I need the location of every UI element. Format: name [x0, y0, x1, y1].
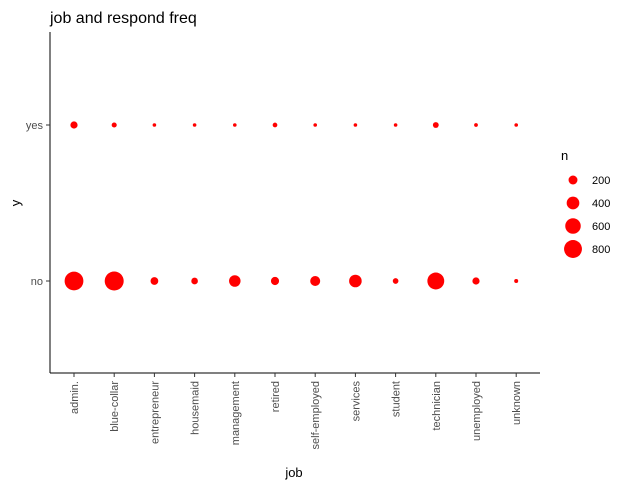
legend-key-600 [565, 218, 581, 234]
legend-key-800 [564, 240, 582, 258]
legend-key-400 [566, 196, 580, 210]
x-tick-label-unemployed: unemployed [471, 381, 483, 441]
bubble-yes-management [233, 123, 237, 127]
bubble-no-admin. [64, 271, 84, 291]
bubble-yes-unknown [514, 123, 518, 127]
bubble-no-entrepreneur [150, 277, 159, 285]
bubble-no-housemaid [191, 277, 198, 285]
x-tick-label-entrepreneur: entrepreneur [149, 381, 161, 444]
bubble-yes-housemaid [192, 123, 197, 127]
legend-key-200 [568, 175, 578, 185]
size-legend: n 200 400 600 800 [561, 148, 610, 258]
x-axis-title: job [284, 465, 302, 480]
bubble-no-unknown [514, 278, 519, 284]
bubble-yes-student [393, 123, 398, 127]
bubble-no-technician [427, 272, 445, 290]
bubble-yes-unemployed [474, 123, 478, 127]
legend-label-400: 400 [592, 198, 610, 210]
bubble-no-blue-collar [104, 271, 124, 291]
x-tick-label-services: services [350, 381, 362, 422]
x-tick-label-self-employed: self-employed [310, 381, 322, 449]
x-tick-label-student: student [391, 381, 403, 417]
bubble-no-self-employed [310, 275, 321, 287]
x-tick-label-technician: technician [431, 381, 443, 431]
y-tick-label-no: no [31, 276, 43, 288]
legend-label-200: 200 [592, 175, 610, 187]
bubble-yes-retired [272, 122, 278, 128]
bubble-yes-technician [432, 122, 439, 128]
x-tick-label-blue-collar: blue-collar [109, 381, 121, 432]
bubble-no-retired [270, 276, 280, 286]
bubble-yes-entrepreneur [152, 123, 157, 127]
x-tick-label-management: management [230, 381, 242, 445]
bubble-no-student [392, 278, 399, 284]
bubble-no-services [349, 274, 362, 288]
y-axis-title: y [8, 199, 23, 206]
bubble-yes-services [353, 123, 358, 127]
bubble-yes-self-employed [313, 123, 318, 127]
x-tick-label-admin.: admin. [69, 381, 81, 414]
chart-title: job and respond freq [49, 10, 197, 27]
bubble-yes-admin. [70, 121, 78, 129]
legend-label-600: 600 [592, 221, 610, 233]
bubble-no-unemployed [472, 277, 480, 285]
legend-title: n [561, 148, 568, 163]
bubble-no-management [229, 275, 241, 287]
y-tick-label-yes: yes [26, 120, 44, 132]
legend-label-800: 800 [592, 244, 610, 256]
x-tick-label-housemaid: housemaid [190, 381, 202, 435]
x-tick-label-unknown: unknown [511, 381, 523, 425]
plot-area: no yes admin. blue-collar entrepreneur housem… [26, 32, 540, 449]
bubble-yes-blue-collar [111, 122, 117, 128]
x-tick-label-retired: retired [270, 381, 282, 412]
